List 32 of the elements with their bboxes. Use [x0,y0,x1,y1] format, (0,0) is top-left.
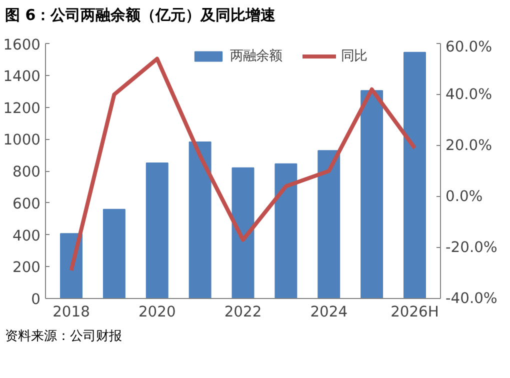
y2-tick-label: 40.0% [446,86,492,103]
y-tick-label: 1600 [3,36,41,54]
y2-tick-label: -20.0% [446,239,498,256]
legend-label: 同比 [341,48,368,65]
bar [188,141,212,298]
bar [102,208,126,298]
x-tick-label: 2024 [310,304,348,320]
bar [404,52,426,298]
legend-label: 两融余额 [230,48,282,65]
y-tick-label: 1200 [3,100,41,117]
x-tick-label: 2026H [390,304,439,320]
y-tick-label: 1000 [3,132,41,149]
bar [232,167,254,298]
text: 资料来源：公司财报 [5,328,122,346]
y-tick-label: 600 [12,195,41,212]
chart-title: 图 6：公司两融余额（亿元）及同比增速 [5,5,276,26]
bar [360,90,384,298]
bar [274,163,298,298]
y-tick-label: 1400 [3,68,41,85]
y-tick-label: 800 [12,164,41,180]
y2-tick-label: -40.0% [446,290,498,307]
y-tick-label: 0 [31,291,41,308]
y2-tick-label: 60.0% [446,38,492,56]
bar [318,150,340,298]
x-tick-label: 2018 [52,304,90,320]
y-tick-label: 400 [12,227,41,244]
x-tick-label: 2020 [138,304,176,320]
y2-tick-label: 0.0% [446,188,483,205]
x-tick-label: 2022 [224,304,262,320]
y-tick-label: 200 [12,259,41,276]
y2-tick-label: 20.0% [446,137,492,154]
bar [146,162,168,298]
